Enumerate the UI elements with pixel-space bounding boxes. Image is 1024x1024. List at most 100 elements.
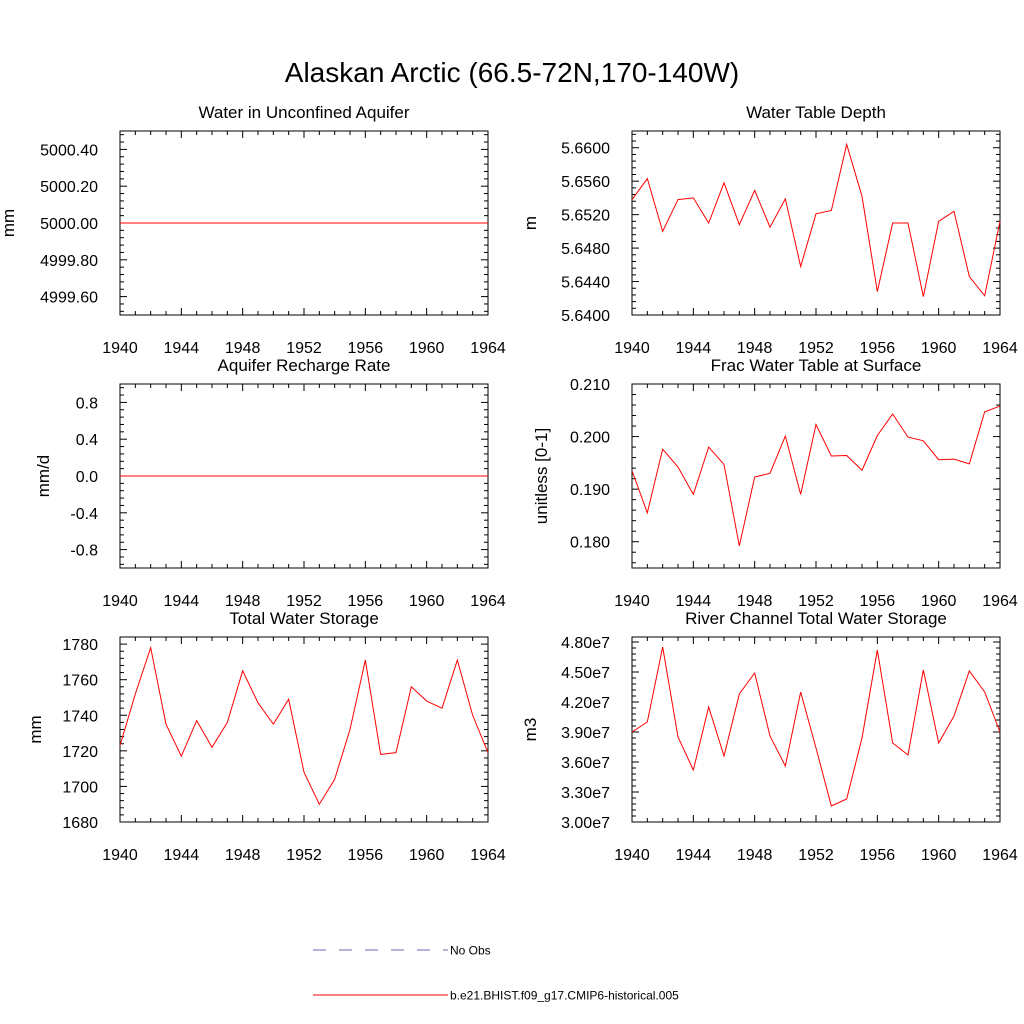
y-tick-label: -0.8 xyxy=(70,543,98,560)
x-tick-label: 1952 xyxy=(798,593,834,610)
panel-river-channel-total-water-storage: River Channel Total Water Storage m3 1940 1… xyxy=(521,609,1018,864)
figure-title: Alaskan Arctic (66.5-72N,170-140W) xyxy=(285,57,739,88)
y-tick-label: 0.180 xyxy=(570,535,610,552)
panel-total-water-storage: Total Water Storage mm 1940 1944 1948 1952 195… xyxy=(26,609,506,864)
x-tick-label: 1940 xyxy=(614,593,650,610)
x-tick-label: 1944 xyxy=(676,847,712,864)
legend-label-model: b.e21.BHIST.f09_g17.CMIP6-historical.005 xyxy=(450,989,679,1003)
series-line-model xyxy=(631,646,1001,807)
x-tick-label: 1964 xyxy=(470,340,506,357)
x-tick-label: 1940 xyxy=(614,340,650,357)
panel-frac-water-table-at-surface: Frac Water Table at Surface unitless [0-1… xyxy=(532,356,1018,610)
y-tick-label: 3.90e7 xyxy=(561,725,610,742)
panel-title: Total Water Storage xyxy=(229,609,379,628)
x-tick-label: 1952 xyxy=(798,340,834,357)
x-tick-label: 1944 xyxy=(164,593,200,610)
x-tick-label: 1956 xyxy=(860,593,896,610)
y-tick-label: 0.8 xyxy=(76,395,98,412)
panel-title: Frac Water Table at Surface xyxy=(711,356,922,375)
y-tick-label: 4.80e7 xyxy=(561,635,610,652)
y-tick-label: 3.60e7 xyxy=(561,755,610,772)
x-tick-label: 1952 xyxy=(286,593,322,610)
y-tick-label: 1680 xyxy=(62,815,98,832)
y-tick-label: 5.6480 xyxy=(561,241,610,258)
panel-water-in-unconfined-aquifer: Water in Unconfined Aquifer mm 1940 1944 194… xyxy=(0,103,506,357)
legend: No Obs b.e21.BHIST.f09_g17.CMIP6-histori… xyxy=(313,944,679,1003)
y-tick-label: 4999.60 xyxy=(40,290,98,307)
x-tick-label: 1948 xyxy=(737,593,773,610)
x-tick-label: 1960 xyxy=(921,340,957,357)
y-tick-label: 4.50e7 xyxy=(561,665,610,682)
x-tick-label: 1964 xyxy=(470,593,506,610)
panel-title: Water Table Depth xyxy=(746,103,886,122)
x-tick-label: 1944 xyxy=(676,593,712,610)
x-tick-label: 1964 xyxy=(470,847,506,864)
x-tick-label: 1956 xyxy=(860,340,896,357)
y-tick-label: 5.6400 xyxy=(561,308,610,325)
y-tick-label: 5.6520 xyxy=(561,208,610,225)
x-tick-label: 1956 xyxy=(860,847,896,864)
x-tick-label: 1956 xyxy=(348,340,384,357)
x-tick-label: 1948 xyxy=(737,847,773,864)
x-tick-label: 1944 xyxy=(164,340,200,357)
y-tick-label: 0.4 xyxy=(76,432,98,449)
panel-aquifer-recharge-rate: Aquifer Recharge Rate mm/d 1940 1944 1948 195… xyxy=(34,356,506,610)
plot-frame xyxy=(631,130,1001,316)
y-tick-label: 1780 xyxy=(62,637,98,654)
x-tick-label: 1940 xyxy=(614,847,650,864)
series-line-model xyxy=(631,405,1001,547)
y-tick-label: 1760 xyxy=(62,673,98,690)
y-tick-label: 1700 xyxy=(62,779,98,796)
y-axis-label: unitless [0-1] xyxy=(532,428,551,524)
y-tick-label: -0.4 xyxy=(70,506,98,523)
x-tick-label: 1956 xyxy=(348,847,384,864)
plot-frame xyxy=(631,636,1001,823)
x-tick-label: 1948 xyxy=(737,340,773,357)
x-tick-label: 1952 xyxy=(286,340,322,357)
x-tick-label: 1964 xyxy=(982,593,1018,610)
x-tick-label: 1956 xyxy=(348,593,384,610)
y-tick-label: 5000.20 xyxy=(40,179,98,196)
x-tick-label: 1960 xyxy=(409,340,445,357)
y-axis-label: m3 xyxy=(521,718,540,742)
x-tick-label: 1952 xyxy=(286,847,322,864)
y-tick-label: 4999.80 xyxy=(40,253,98,270)
y-tick-label: 5000.40 xyxy=(40,142,98,159)
y-tick-label: 0.0 xyxy=(76,469,98,486)
panels: Water in Unconfined Aquifer mm 1940 1944 194… xyxy=(0,103,1018,864)
plot-frame xyxy=(119,636,489,823)
x-tick-label: 1960 xyxy=(921,847,957,864)
x-tick-label: 1964 xyxy=(982,340,1018,357)
plot-frame xyxy=(631,383,1001,569)
panel-title: Water in Unconfined Aquifer xyxy=(198,103,409,122)
x-tick-label: 1940 xyxy=(102,340,138,357)
x-tick-label: 1940 xyxy=(102,593,138,610)
x-tick-label: 1940 xyxy=(102,847,138,864)
y-axis-label: mm xyxy=(0,209,18,237)
y-tick-label: 0.190 xyxy=(570,482,610,499)
y-tick-label: 4.20e7 xyxy=(561,695,610,712)
y-tick-label: 1740 xyxy=(62,708,98,725)
y-tick-label: 0.210 xyxy=(570,377,610,394)
x-tick-label: 1952 xyxy=(798,847,834,864)
y-tick-label: 5.6440 xyxy=(561,275,610,292)
x-tick-label: 1948 xyxy=(225,847,261,864)
y-tick-label: 5.6600 xyxy=(561,141,610,158)
y-tick-label: 5000.00 xyxy=(40,216,98,233)
y-axis-label: mm xyxy=(26,715,45,743)
panel-title: River Channel Total Water Storage xyxy=(685,609,947,628)
y-tick-label: 3.30e7 xyxy=(561,785,610,802)
x-tick-label: 1948 xyxy=(225,340,261,357)
series-line-model xyxy=(119,645,489,806)
y-axis-label: m xyxy=(521,216,540,230)
x-tick-label: 1964 xyxy=(982,847,1018,864)
y-tick-label: 3.00e7 xyxy=(561,815,610,832)
x-tick-label: 1948 xyxy=(225,593,261,610)
x-tick-label: 1944 xyxy=(676,340,712,357)
y-tick-label: 0.200 xyxy=(570,430,610,447)
x-tick-label: 1960 xyxy=(409,847,445,864)
y-tick-label: 5.6560 xyxy=(561,174,610,191)
y-axis-label: mm/d xyxy=(34,455,53,498)
panel-title: Aquifer Recharge Rate xyxy=(218,356,391,375)
